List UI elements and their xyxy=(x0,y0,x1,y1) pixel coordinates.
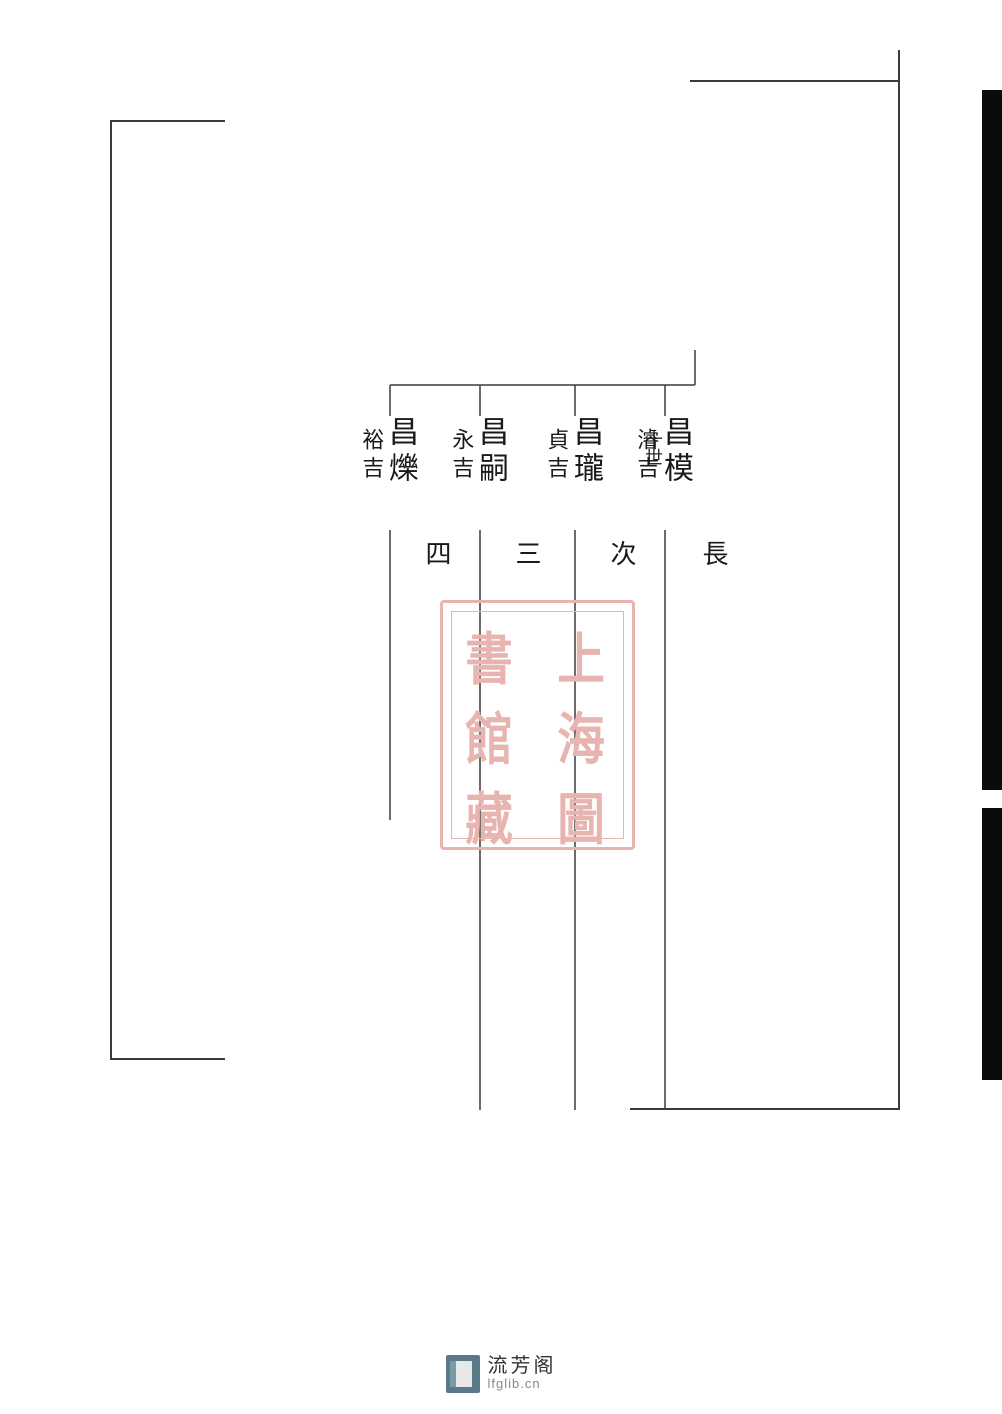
person-1-name-col2: 濬吉 xyxy=(633,428,659,484)
seal-char-4: 書 xyxy=(465,615,513,696)
seal-char-1: 上 xyxy=(557,615,605,696)
person-1-order: 長 xyxy=(695,540,732,566)
person-4-name-col1: 昌爍 xyxy=(382,416,418,488)
person-3-order: 三 xyxy=(508,540,545,566)
footer-text-block: 流芳阁 lfglib.cn xyxy=(488,1355,557,1391)
genealogy-tree: 昌模 濬吉 長 昌瓏 貞吉 次 昌嗣 永吉 三 昌爍 裕吉 四 上 海 圖 書 … xyxy=(265,350,735,1110)
person-2-name-col2: 貞吉 xyxy=(543,428,569,484)
scan-edge-gap xyxy=(982,790,1002,808)
person-3-name-col2: 永吉 xyxy=(448,428,474,484)
seal-char-3: 圖 xyxy=(557,775,605,856)
footer-site-title: 流芳阁 xyxy=(488,1355,557,1377)
seal-char-6: 藏 xyxy=(465,775,513,856)
seal-char-5: 館 xyxy=(465,695,513,776)
manuscript-page: 十世 昌模 濬吉 長 昌瓏 貞吉 次 昌嗣 永吉 三 昌爍 裕吉 四 上 海 xyxy=(110,50,900,1270)
scan-edge-strip xyxy=(982,90,1002,1080)
person-4-order: 四 xyxy=(418,540,455,566)
footer-site-url: lfglib.cn xyxy=(488,1377,541,1391)
page-footer: 流芳阁 lfglib.cn xyxy=(0,1351,1002,1396)
frame-left-column xyxy=(110,120,225,1060)
seal-char-2: 海 xyxy=(557,695,605,776)
library-seal: 上 海 圖 書 館 藏 xyxy=(440,600,635,850)
person-3-name-col1: 昌嗣 xyxy=(472,416,508,488)
person-1-name-col1: 昌模 xyxy=(657,416,693,488)
footer-book-icon xyxy=(446,1355,480,1393)
person-4-name-col2: 裕吉 xyxy=(358,428,384,484)
person-2-name-col1: 昌瓏 xyxy=(567,416,603,488)
person-2-order: 次 xyxy=(603,540,640,566)
